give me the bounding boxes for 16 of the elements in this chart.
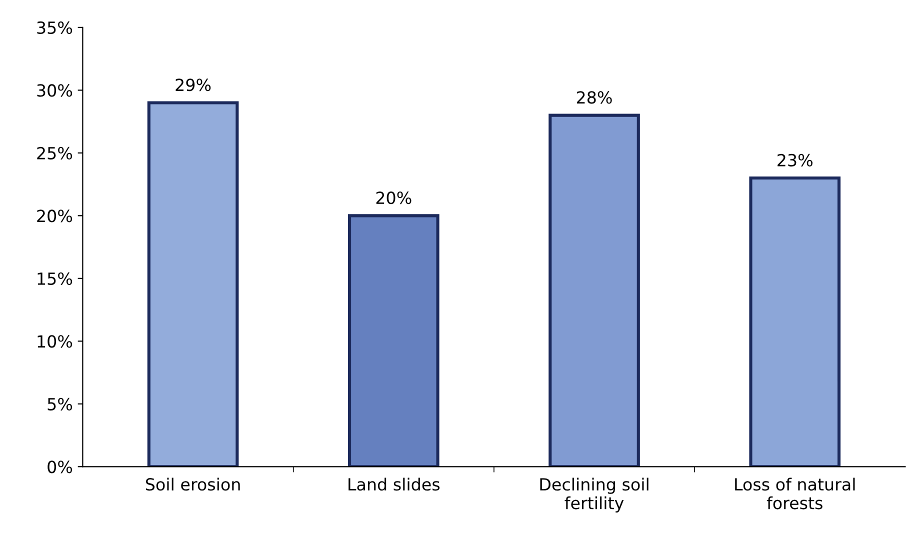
x-tick-label: Declining soil fertility xyxy=(540,478,648,513)
x-tick-label: Soil erosion xyxy=(146,478,240,491)
data-label: 28% xyxy=(576,91,612,104)
y-tick-label: 30% xyxy=(37,84,72,97)
y-tick-label: 5% xyxy=(48,398,72,410)
x-tick-label: Loss of natural forests xyxy=(735,478,855,510)
data-label: 29% xyxy=(176,78,211,92)
y-tick-label: 25% xyxy=(37,146,72,160)
data-label: 20% xyxy=(376,192,412,204)
y-tick-label: 0% xyxy=(48,460,72,474)
y-tick-label: 15% xyxy=(38,272,72,285)
y-tick-label: 10% xyxy=(38,335,72,348)
x-tick-label: Land slides xyxy=(348,478,440,491)
y-tick-label: 35% xyxy=(37,21,72,34)
y-tick-label: 20% xyxy=(37,210,72,222)
data-label: 23% xyxy=(778,154,812,166)
